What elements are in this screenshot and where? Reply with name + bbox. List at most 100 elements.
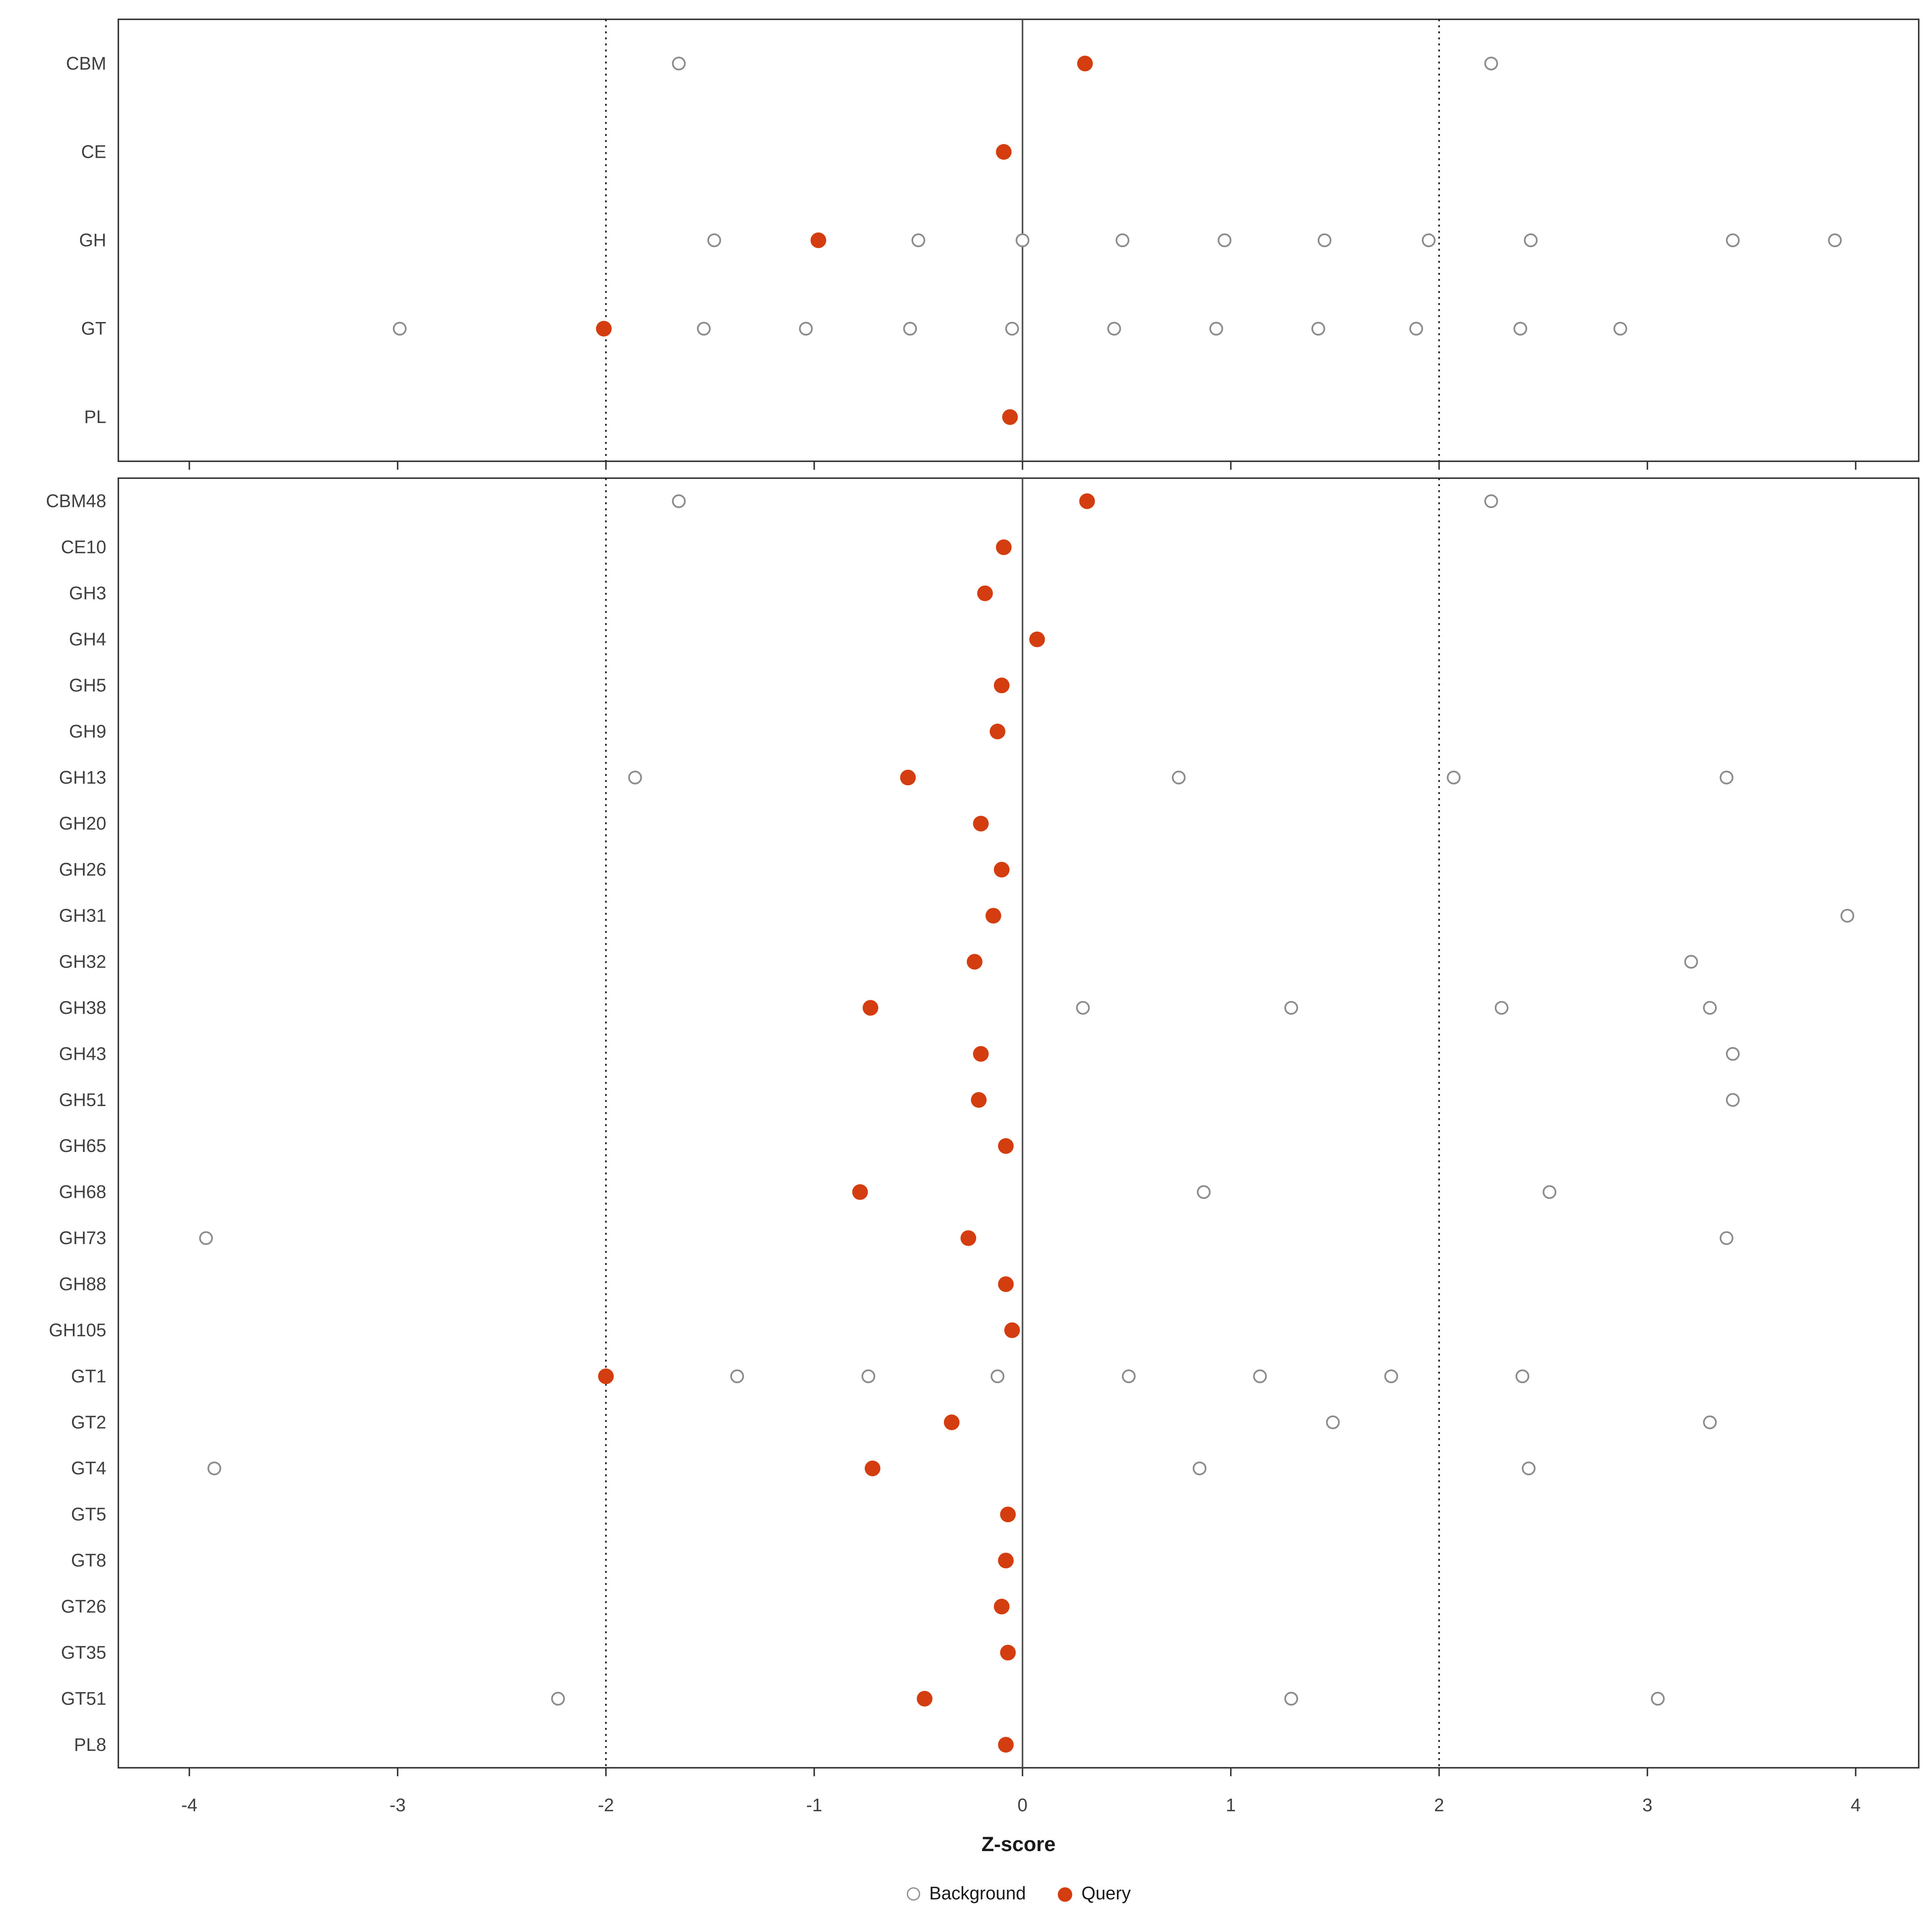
background-point <box>1515 1369 1530 1383</box>
category-label: PL <box>84 407 106 427</box>
query-point <box>943 1414 960 1430</box>
query-point <box>1000 1645 1016 1661</box>
background-point <box>1726 1093 1740 1107</box>
background-point <box>799 322 813 336</box>
query-point <box>996 144 1012 160</box>
query-point <box>996 539 1012 555</box>
background-point <box>672 56 686 70</box>
x-tick-label: -3 <box>390 1795 406 1815</box>
background-point <box>1197 1185 1211 1199</box>
background-point <box>1326 1415 1340 1429</box>
x-tick-label: -1 <box>806 1795 822 1815</box>
background-point <box>1005 322 1019 336</box>
query-point <box>971 1092 987 1108</box>
x-tick-label: 0 <box>1018 1795 1028 1815</box>
background-point <box>1523 233 1538 248</box>
category-label: GT1 <box>71 1366 106 1386</box>
category-label: GH <box>79 230 107 250</box>
category-label: CE10 <box>61 537 106 557</box>
query-point <box>1004 1322 1020 1338</box>
category-label: GH13 <box>59 767 106 788</box>
query-point <box>1079 493 1095 509</box>
background-point <box>1726 1047 1740 1061</box>
background-point <box>1076 1001 1090 1015</box>
background-point <box>1651 1692 1665 1706</box>
background-point <box>207 1461 221 1476</box>
background-point <box>628 770 642 784</box>
background-point <box>1311 322 1325 336</box>
category-label: GH20 <box>59 813 106 834</box>
background-point <box>551 1692 565 1706</box>
background-point <box>1840 908 1854 923</box>
category-label: GT5 <box>71 1504 106 1525</box>
query-point <box>1029 632 1045 647</box>
category-label: GH105 <box>49 1320 106 1340</box>
background-point <box>1513 322 1527 336</box>
background-point <box>903 322 917 336</box>
category-label: GH32 <box>59 952 106 972</box>
query-point <box>973 815 989 832</box>
category-label: GT8 <box>71 1550 106 1571</box>
category-label: GH68 <box>59 1182 106 1202</box>
query-point <box>989 723 1005 739</box>
category-label: GT51 <box>61 1688 106 1709</box>
query-point <box>966 954 983 970</box>
legend-item-background: Background <box>906 1884 1026 1904</box>
category-label: CBM48 <box>46 491 106 511</box>
filled-circle-icon <box>1057 1887 1072 1901</box>
category-label: GT35 <box>61 1642 106 1663</box>
background-point <box>1719 770 1734 784</box>
query-point <box>1077 56 1093 72</box>
panel-border <box>118 477 1920 1769</box>
background-point <box>1521 1461 1536 1476</box>
background-point <box>1209 322 1223 336</box>
query-point <box>865 1460 881 1476</box>
category-label: GT4 <box>71 1458 106 1478</box>
category-label: GH73 <box>59 1228 106 1248</box>
query-point <box>994 1599 1010 1614</box>
background-point <box>1384 1369 1398 1383</box>
background-point <box>672 494 686 508</box>
category-label: GH4 <box>69 629 106 650</box>
background-point <box>1218 233 1232 248</box>
category-label: GH3 <box>69 583 106 603</box>
x-tick-label: 1 <box>1226 1795 1236 1815</box>
query-point <box>998 1737 1014 1753</box>
x-tick-label: 2 <box>1434 1795 1444 1815</box>
background-point <box>1016 233 1030 248</box>
x-tick-label: 3 <box>1642 1795 1652 1815</box>
query-point <box>994 862 1010 878</box>
background-point <box>861 1369 875 1383</box>
query-point <box>998 1138 1014 1154</box>
query-point <box>900 770 916 786</box>
background-point <box>1284 1001 1298 1015</box>
category-label: GH51 <box>59 1090 106 1110</box>
legend-label-query: Query <box>1081 1884 1131 1904</box>
background-point <box>1684 955 1698 969</box>
x-tick-label: 4 <box>1851 1795 1861 1815</box>
query-point <box>998 1276 1014 1292</box>
background-point <box>1284 1692 1298 1706</box>
background-point <box>1484 494 1498 508</box>
category-label: GH26 <box>59 859 106 880</box>
category-label: GT2 <box>71 1412 106 1432</box>
x-tick-label: -4 <box>181 1795 197 1815</box>
query-point <box>1002 409 1018 425</box>
background-point <box>1122 1369 1136 1383</box>
category-label: GH38 <box>59 997 106 1018</box>
query-point <box>998 1552 1014 1569</box>
background-point <box>1422 233 1436 248</box>
legend-item-query: Query <box>1057 1884 1131 1904</box>
query-point <box>810 232 826 248</box>
background-point <box>1317 233 1331 248</box>
query-point <box>973 1046 989 1062</box>
open-circle-icon <box>906 1887 920 1901</box>
background-point <box>911 233 925 248</box>
category-label: GT <box>81 318 107 339</box>
background-point <box>1447 770 1461 784</box>
query-point <box>994 677 1010 694</box>
query-point <box>916 1690 933 1707</box>
background-point <box>1193 1461 1207 1476</box>
query-point <box>1000 1507 1016 1523</box>
